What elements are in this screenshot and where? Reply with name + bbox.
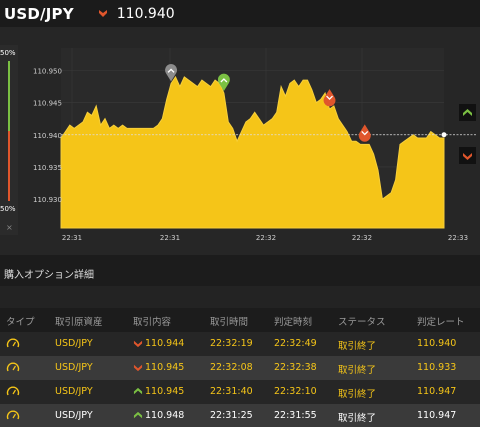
- x-tick-label: 22:32: [352, 234, 372, 242]
- row-judge-rate: 110.947: [417, 410, 457, 421]
- row-trade-time: 22:31:40: [210, 386, 253, 397]
- y-tick-label: 110.935: [33, 164, 62, 172]
- rate-chart: 110.950 110.945 110.940 110.935 110.930 22:3…: [33, 48, 476, 242]
- low-button[interactable]: [459, 147, 476, 164]
- currency-pair-title: USD/JPY: [4, 4, 74, 23]
- rate-area-series: [60, 75, 445, 229]
- table-row[interactable]: USD/JPY 110.945 22:32:08 22:32:38 取引終了 110.93…: [0, 356, 480, 380]
- row-judge-time: 22:31:55: [274, 410, 317, 421]
- rate-header: USD/JPY 110.940: [0, 0, 480, 27]
- header-trade-time: 取引時間: [210, 317, 249, 328]
- gauge-up-bar: [8, 61, 10, 131]
- row-content: 110.944: [145, 338, 185, 349]
- row-status: 取引終了: [338, 341, 377, 352]
- row-status: 取引終了: [338, 365, 377, 376]
- row-status: 取引終了: [338, 389, 377, 400]
- header-asset: 取引原資産: [55, 317, 103, 328]
- row-asset: USD/JPY: [55, 362, 93, 373]
- y-tick-label: 110.940: [33, 132, 62, 140]
- y-tick-label: 110.950: [33, 68, 62, 76]
- table-row[interactable]: USD/JPY 110.948 22:31:25 22:31:55 取引終了 110.94…: [0, 404, 480, 427]
- current-rate: 110.940: [116, 5, 175, 22]
- up-arrow-pin-icon[interactable]: [165, 64, 178, 82]
- row-judge-rate: 110.933: [417, 362, 457, 373]
- gauge-down-bar: [8, 131, 10, 201]
- header-judge-rate: 判定レート: [417, 317, 465, 328]
- y-tick-label: 110.930: [33, 196, 62, 204]
- row-judge-rate: 110.947: [417, 386, 457, 397]
- row-judge-time: 22:32:49: [274, 338, 317, 349]
- row-asset: USD/JPY: [55, 386, 93, 397]
- gauge-icon: [6, 385, 20, 400]
- section-title: 購入オプション詳細: [4, 270, 94, 281]
- y-tick-label: 110.945: [33, 100, 62, 108]
- x-tick-label: 22:32: [256, 234, 276, 242]
- down-arrow-pin-icon[interactable]: [323, 89, 336, 107]
- gauge-icon: [6, 409, 20, 424]
- row-content: 110.945: [145, 386, 185, 397]
- high-button[interactable]: [459, 104, 476, 121]
- sentiment-gauge: 50% 50% ×: [0, 45, 18, 235]
- table-row[interactable]: USD/JPY 110.944 22:32:19 22:32:49 取引終了 110.94…: [0, 332, 480, 356]
- row-trade-time: 22:32:19: [210, 338, 253, 349]
- header-status: ステータス: [338, 317, 386, 328]
- up-arrow-icon: [133, 387, 143, 399]
- options-table: タイプ 取引原資産 取引内容 取引時間 判定時刻 ステータス 判定レート USD…: [0, 308, 480, 427]
- gauge-top-label: 50%: [0, 49, 16, 57]
- down-arrow-icon: [133, 339, 143, 351]
- gauge-icon: [6, 337, 20, 352]
- close-icon[interactable]: ×: [6, 223, 13, 232]
- down-arrow-pin-icon[interactable]: [358, 124, 371, 142]
- down-arrow-icon: [463, 152, 472, 160]
- up-arrow-icon: [133, 411, 143, 423]
- down-arrow-icon: [98, 8, 110, 20]
- up-arrow-pin-icon[interactable]: [217, 73, 230, 91]
- header-judge-time: 判定時刻: [274, 317, 313, 328]
- row-status: 取引終了: [338, 413, 377, 424]
- gauge-bottom-label: 50%: [0, 205, 16, 213]
- row-judge-time: 22:32:10: [274, 386, 317, 397]
- row-asset: USD/JPY: [55, 410, 93, 421]
- down-arrow-icon: [133, 363, 143, 375]
- row-asset: USD/JPY: [55, 338, 93, 349]
- gauge-icon: [6, 361, 20, 376]
- section-divider: [0, 286, 480, 308]
- x-tick-label: 22:31: [160, 234, 180, 242]
- row-trade-time: 22:32:08: [210, 362, 253, 373]
- row-content: 110.948: [145, 410, 185, 421]
- row-judge-time: 22:32:38: [274, 362, 317, 373]
- up-arrow-icon: [463, 108, 472, 116]
- table-row[interactable]: USD/JPY 110.945 22:31:40 22:32:10 取引終了 110.94…: [0, 380, 480, 404]
- row-trade-time: 22:31:25: [210, 410, 253, 421]
- row-judge-rate: 110.940: [417, 338, 457, 349]
- header-content: 取引内容: [133, 317, 172, 328]
- x-tick-label: 22:31: [62, 234, 82, 242]
- table-header: タイプ 取引原資産 取引内容 取引時間 判定時刻 ステータス 判定レート: [0, 308, 480, 332]
- x-tick-label: 22:33: [448, 234, 468, 242]
- header-type: タイプ: [6, 317, 35, 328]
- row-content: 110.945: [145, 362, 185, 373]
- current-rate-dot: [441, 132, 447, 138]
